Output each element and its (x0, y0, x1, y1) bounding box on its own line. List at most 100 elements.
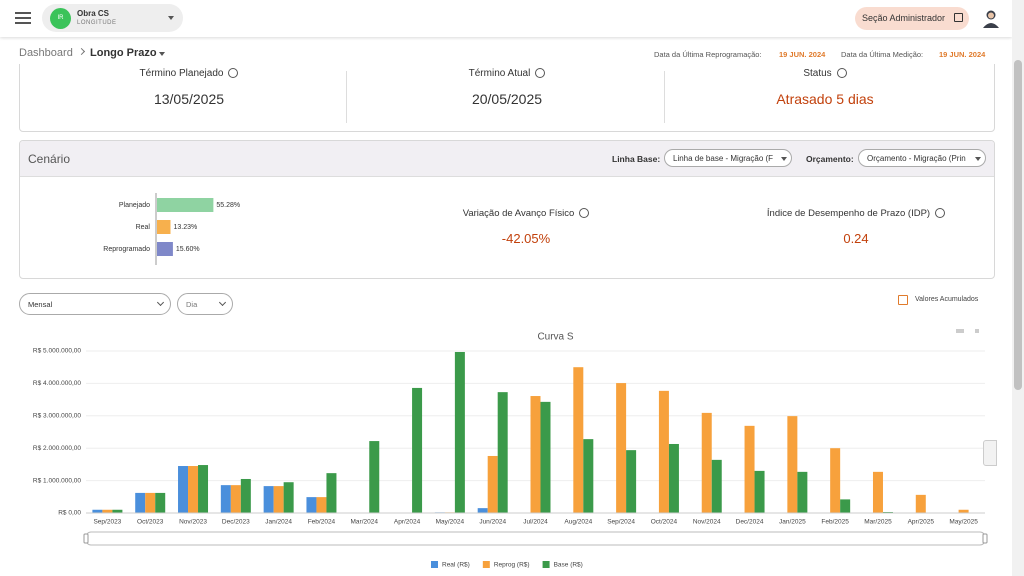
x-tick-label: Feb/2024 (308, 519, 336, 526)
bar (616, 383, 627, 513)
x-tick-label: Dec/2024 (736, 519, 764, 526)
legend-item[interactable]: Reprog (R$) (482, 561, 530, 569)
page-scrollbar[interactable] (1012, 0, 1024, 576)
reprog-label: Data da Última Reprogramação: (654, 50, 762, 59)
bar (283, 482, 294, 513)
summary-label: Status (656, 68, 994, 79)
y-tick-label: R$ 2.000.000,00 (33, 445, 81, 452)
bar (369, 441, 380, 513)
x-tick-label: Dec/2023 (222, 519, 250, 526)
x-tick-label: Sep/2023 (93, 519, 121, 526)
legend-item[interactable]: Base (R$) (542, 561, 583, 569)
x-tick-label: Jan/2024 (265, 519, 292, 526)
side-tab[interactable] (983, 440, 997, 466)
menu-icon[interactable] (15, 12, 31, 14)
bar (701, 412, 712, 513)
bar-label: Real (136, 224, 151, 231)
bar (102, 509, 113, 513)
bar (112, 509, 123, 513)
bar (145, 492, 156, 513)
external-icon (954, 13, 963, 22)
progress-chart: Planejado 55.28% Real 13.23% Reprogramado 15.… (103, 193, 240, 265)
summary-label: Término Planejado (20, 68, 358, 79)
summary-value: 13/05/2025 (153, 91, 225, 107)
dropdown-caret (168, 16, 174, 20)
zoom-handle (982, 533, 988, 544)
orcamento-select[interactable]: Orçamento - Migração (Prin (858, 149, 986, 167)
admin-button[interactable]: Seção Administrador (855, 7, 969, 30)
bar (754, 470, 765, 513)
content: Término Planejado 13/05/2025 Término Atual… (0, 64, 1012, 576)
bar-value: 15.60% (176, 246, 200, 253)
divider (346, 71, 347, 123)
orcamento-label: Orçamento: (806, 154, 854, 164)
linha-base-select[interactable]: Linha de base - Migração (F (664, 149, 792, 167)
bar (157, 220, 171, 234)
chart-menu-icon (956, 329, 964, 333)
legend-item[interactable]: Real (R$) (431, 561, 470, 569)
bar (626, 450, 637, 513)
breadcrumb-separator (77, 47, 86, 56)
bar-label: Reprogramado (103, 246, 150, 253)
metric-label-text: Índice de Desempenho de Prazo (IDP) (766, 208, 931, 219)
summary-value: Atrasado 5 dias (776, 91, 874, 107)
bar (840, 499, 851, 513)
menu-icon (15, 17, 31, 19)
unit-select[interactable]: Dia (177, 293, 233, 315)
zoom-handle (83, 533, 89, 544)
bar (220, 485, 231, 513)
x-tick-label: Jan/2025 (779, 519, 806, 526)
legend-label: Reprog (R$) (494, 562, 530, 569)
dropdown-caret (975, 157, 981, 161)
top-bar: IR Obra CS LONGITUDE Seção Administrador (0, 0, 1012, 37)
metric-value: -42.05% (501, 231, 551, 246)
bar-value: 55.28% (216, 202, 240, 209)
divider (664, 71, 665, 123)
bar (454, 351, 465, 513)
bar (497, 392, 508, 513)
summary-card: Término Planejado 13/05/2025 Término Atual… (19, 64, 995, 132)
info-icon (228, 68, 239, 79)
accumulated-checkbox[interactable] (898, 295, 908, 305)
period-select[interactable]: Mensal (19, 293, 171, 315)
y-tick-label: R$ 4.000.000,00 (33, 380, 81, 387)
legend-swatch (482, 561, 490, 568)
x-tick-label: Nov/2023 (179, 519, 207, 526)
bar-label: Planejado (119, 202, 150, 209)
bar (240, 478, 251, 513)
bar (530, 396, 541, 513)
legend-label: Base (R$) (554, 562, 583, 569)
s-curve-chart: Curva S R$ 0,00 R$ 1.000.000,00 R$ 2.000.00… (33, 329, 988, 569)
x-tick-label: Apr/2024 (394, 519, 421, 526)
user-avatar[interactable] (982, 9, 1000, 29)
x-tick-label: Oct/2023 (137, 519, 164, 526)
medicao-date: 19 JUN. 2024 (939, 50, 986, 59)
dropdown-caret (781, 157, 787, 161)
summary-label-text: Término Planejado (139, 68, 224, 79)
x-tick-label: Mar/2024 (351, 519, 379, 526)
bar (711, 459, 722, 513)
bar (306, 497, 317, 513)
x-tick-label: Nov/2024 (693, 519, 721, 526)
cenario-title: Cenário (28, 152, 71, 166)
breadcrumb-current[interactable]: Longo Prazo (90, 47, 157, 59)
bar (157, 198, 214, 212)
bar (263, 486, 274, 513)
bar (744, 425, 755, 513)
x-tick-label: Jul/2024 (523, 519, 548, 526)
medicao-label: Data da Última Medição: (841, 50, 924, 59)
x-tick-label: Apr/2025 (908, 519, 935, 526)
project-avatar: IR (50, 8, 71, 29)
bar (92, 509, 103, 513)
breadcrumb-root[interactable]: Dashboard (19, 47, 73, 59)
bar (230, 485, 241, 513)
bar (157, 242, 173, 256)
x-tick-label: Oct/2024 (651, 519, 678, 526)
bar (487, 455, 498, 513)
cenario-header (20, 141, 994, 177)
scroll-thumb[interactable] (1014, 60, 1022, 390)
bar (188, 466, 199, 513)
project-sub: LONGITUDE (77, 20, 117, 26)
